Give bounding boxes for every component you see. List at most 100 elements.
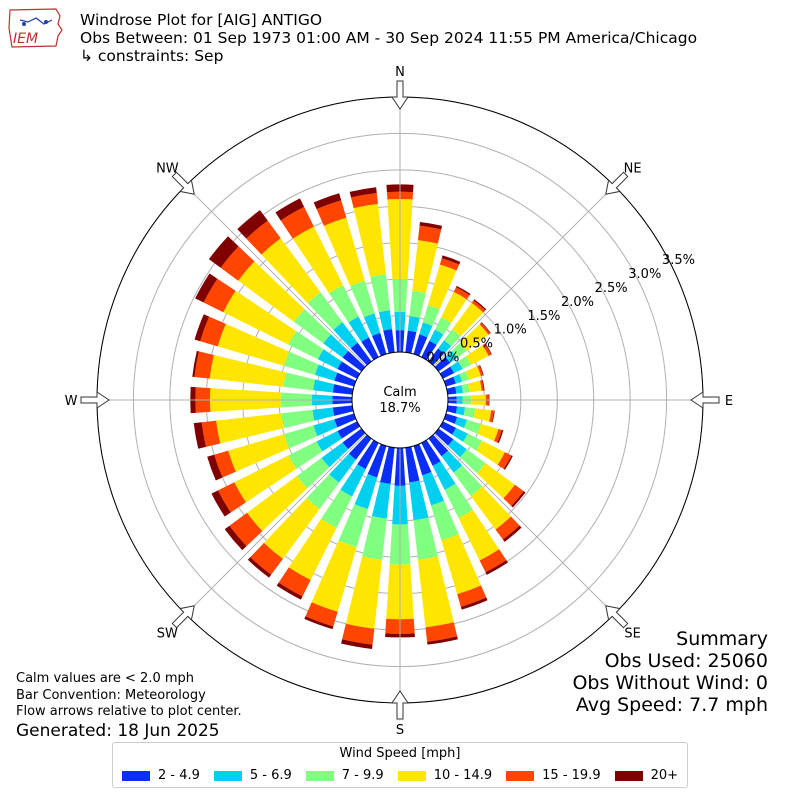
bar-dir-250-bin-4 [214, 450, 236, 478]
bar-dir-10-bin-4 [417, 225, 442, 244]
bar-dir-350-bin-3 [353, 203, 386, 277]
bar-dir-30-bin-0 [421, 340, 437, 361]
legend-swatch [614, 770, 643, 781]
flow-arrows-note: Flow arrows relative to plot center. [16, 704, 242, 719]
bar-dir-100-bin-3 [473, 408, 492, 422]
radial-tick-label: 1.5% [527, 309, 560, 324]
bar-dir-20-bin-2 [422, 305, 440, 326]
obs-used: Obs Used: 25060 [604, 650, 768, 672]
legend-item-1: 5 - 6.9 [213, 768, 292, 783]
bar-dir-130-bin-1 [447, 439, 467, 458]
summary-title: Summary [676, 628, 768, 650]
bar-dir-100-bin-1 [455, 406, 466, 416]
bar-dir-230-bin-0 [342, 428, 366, 450]
bar-dir-150-bin-4 [479, 549, 507, 573]
bar-dir-10-bin-5 [419, 221, 443, 230]
bar-dir-60-bin-1 [450, 361, 463, 374]
bar-dir-230-bin-1 [321, 442, 349, 468]
bar-dir-350-bin-4 [351, 193, 379, 209]
bar-dir-20-bin-0 [413, 334, 428, 357]
bar-dir-220-bin-4 [250, 542, 283, 575]
bar-dir-210-bin-2 [321, 489, 353, 528]
bar-dir-110-bin-1 [454, 416, 468, 428]
bar-dir-80-bin-0 [446, 386, 457, 395]
compass-label-S: S [396, 723, 404, 738]
bar-dir-210-bin-5 [276, 582, 303, 600]
bar-dir-160-bin-3 [441, 534, 482, 595]
bar-dir-80-bin-3 [467, 380, 482, 393]
bar-dir-260-bin-0 [332, 405, 354, 416]
bar-dir-300-bin-1 [317, 349, 342, 369]
bar-dir-40-bin-5 [473, 299, 487, 311]
bar-dir-300-bin-4 [203, 278, 236, 313]
bar-dir-50-bin-3 [460, 324, 489, 351]
legend-item-5: 20+ [614, 768, 678, 783]
bar-dir-70-bin-1 [453, 374, 463, 384]
bar-dir-350-bin-1 [378, 310, 393, 331]
bar-dir-310-bin-3 [238, 261, 305, 322]
bar-dir-330-bin-0 [361, 337, 379, 361]
bar-dir-210-bin-1 [340, 464, 366, 497]
svg-text:IEM: IEM [13, 31, 38, 47]
bar-dir-120-bin-3 [476, 440, 505, 465]
bar-dir-20-bin-3 [427, 264, 457, 310]
bar-dir-100-bin-5 [491, 410, 495, 423]
bar-dir-160-bin-0 [413, 443, 432, 476]
bar-dir-140-bin-5 [502, 525, 522, 542]
bar-dir-240-bin-2 [288, 441, 323, 469]
legend: Wind Speed [mph] 2 - 4.9 5 - 6.9 7 - 9.9 10… [112, 742, 688, 788]
legend-swatch [397, 770, 426, 781]
bar-dir-170-bin-3 [417, 556, 454, 628]
bar-dir-200-bin-5 [304, 616, 334, 630]
iowa-outline-icon: IEM [8, 8, 63, 48]
bar-dir-150-bin-5 [485, 560, 509, 575]
bar-dir-140-bin-3 [470, 486, 511, 530]
flow-arrow-W [80, 391, 110, 409]
chart-title: Windrose Plot for [AIG] ANTIGO [80, 11, 323, 29]
spoke-SE [433, 433, 615, 615]
bar-dir-200-bin-2 [338, 504, 368, 548]
bar-dir-230-bin-4 [229, 512, 263, 547]
bar-dir-50-bin-5 [481, 322, 491, 334]
legend-title: Wind Speed [mph] [339, 746, 461, 761]
bar-dir-230-bin-2 [296, 457, 330, 489]
bar-dir-310-bin-4 [220, 246, 255, 281]
bar-dir-250-bin-5 [207, 454, 223, 481]
bar-dir-220-bin-3 [263, 498, 320, 559]
bar-dir-80-bin-2 [461, 383, 470, 393]
legend-label: 10 - 14.9 [433, 768, 493, 783]
bar-dir-200-bin-0 [367, 443, 387, 478]
bar-dir-300-bin-3 [223, 290, 297, 345]
bar-dir-150-bin-1 [432, 461, 456, 490]
bar-dir-140-bin-4 [495, 516, 520, 540]
bar-dir-130-bin-4 [503, 484, 524, 506]
bar-dir-230-bin-3 [247, 476, 308, 532]
bar-dir-120-bin-5 [503, 455, 513, 470]
bar-dir-100-bin-0 [446, 405, 458, 414]
legend-label: 2 - 4.9 [157, 768, 200, 783]
bar-dir-130-bin-2 [460, 449, 486, 474]
bar-dir-240-bin-5 [211, 490, 231, 517]
bar-dir-160-bin-4 [457, 585, 487, 607]
bar-dir-190-bin-5 [341, 639, 373, 649]
bar-dir-330-bin-4 [280, 206, 314, 239]
obs-without-wind: Obs Without Wind: 0 [572, 672, 768, 694]
bar-dir-30-bin-3 [441, 291, 467, 324]
radial-tick-label: 3.5% [662, 253, 695, 268]
calm-note: Calm values are < 2.0 mph [16, 671, 195, 686]
bar-dir-130-bin-0 [434, 428, 454, 446]
bar-dir-330-bin-1 [348, 316, 369, 342]
bar-dir-100-bin-4 [489, 410, 495, 423]
bar-dir-310-bin-5 [208, 236, 239, 268]
radial-tick-labels: 0.0%0.5%1.0%1.5%2.0%2.5%3.0%3.5% [426, 253, 695, 366]
bar-dir-20-bin-5 [441, 255, 461, 265]
bar-dir-210-bin-0 [357, 439, 379, 470]
bar-dir-340-bin-5 [313, 193, 342, 210]
bar-dir-110-bin-3 [477, 423, 499, 442]
bar-dir-80-bin-5 [482, 379, 485, 391]
wind-bars [190, 184, 526, 649]
bar-dir-320-bin-0 [350, 342, 372, 366]
bar-convention-note: Bar Convention: Meteorology [16, 687, 206, 703]
bar-dir-350-bin-0 [383, 329, 395, 354]
legend-swatch [213, 770, 242, 781]
